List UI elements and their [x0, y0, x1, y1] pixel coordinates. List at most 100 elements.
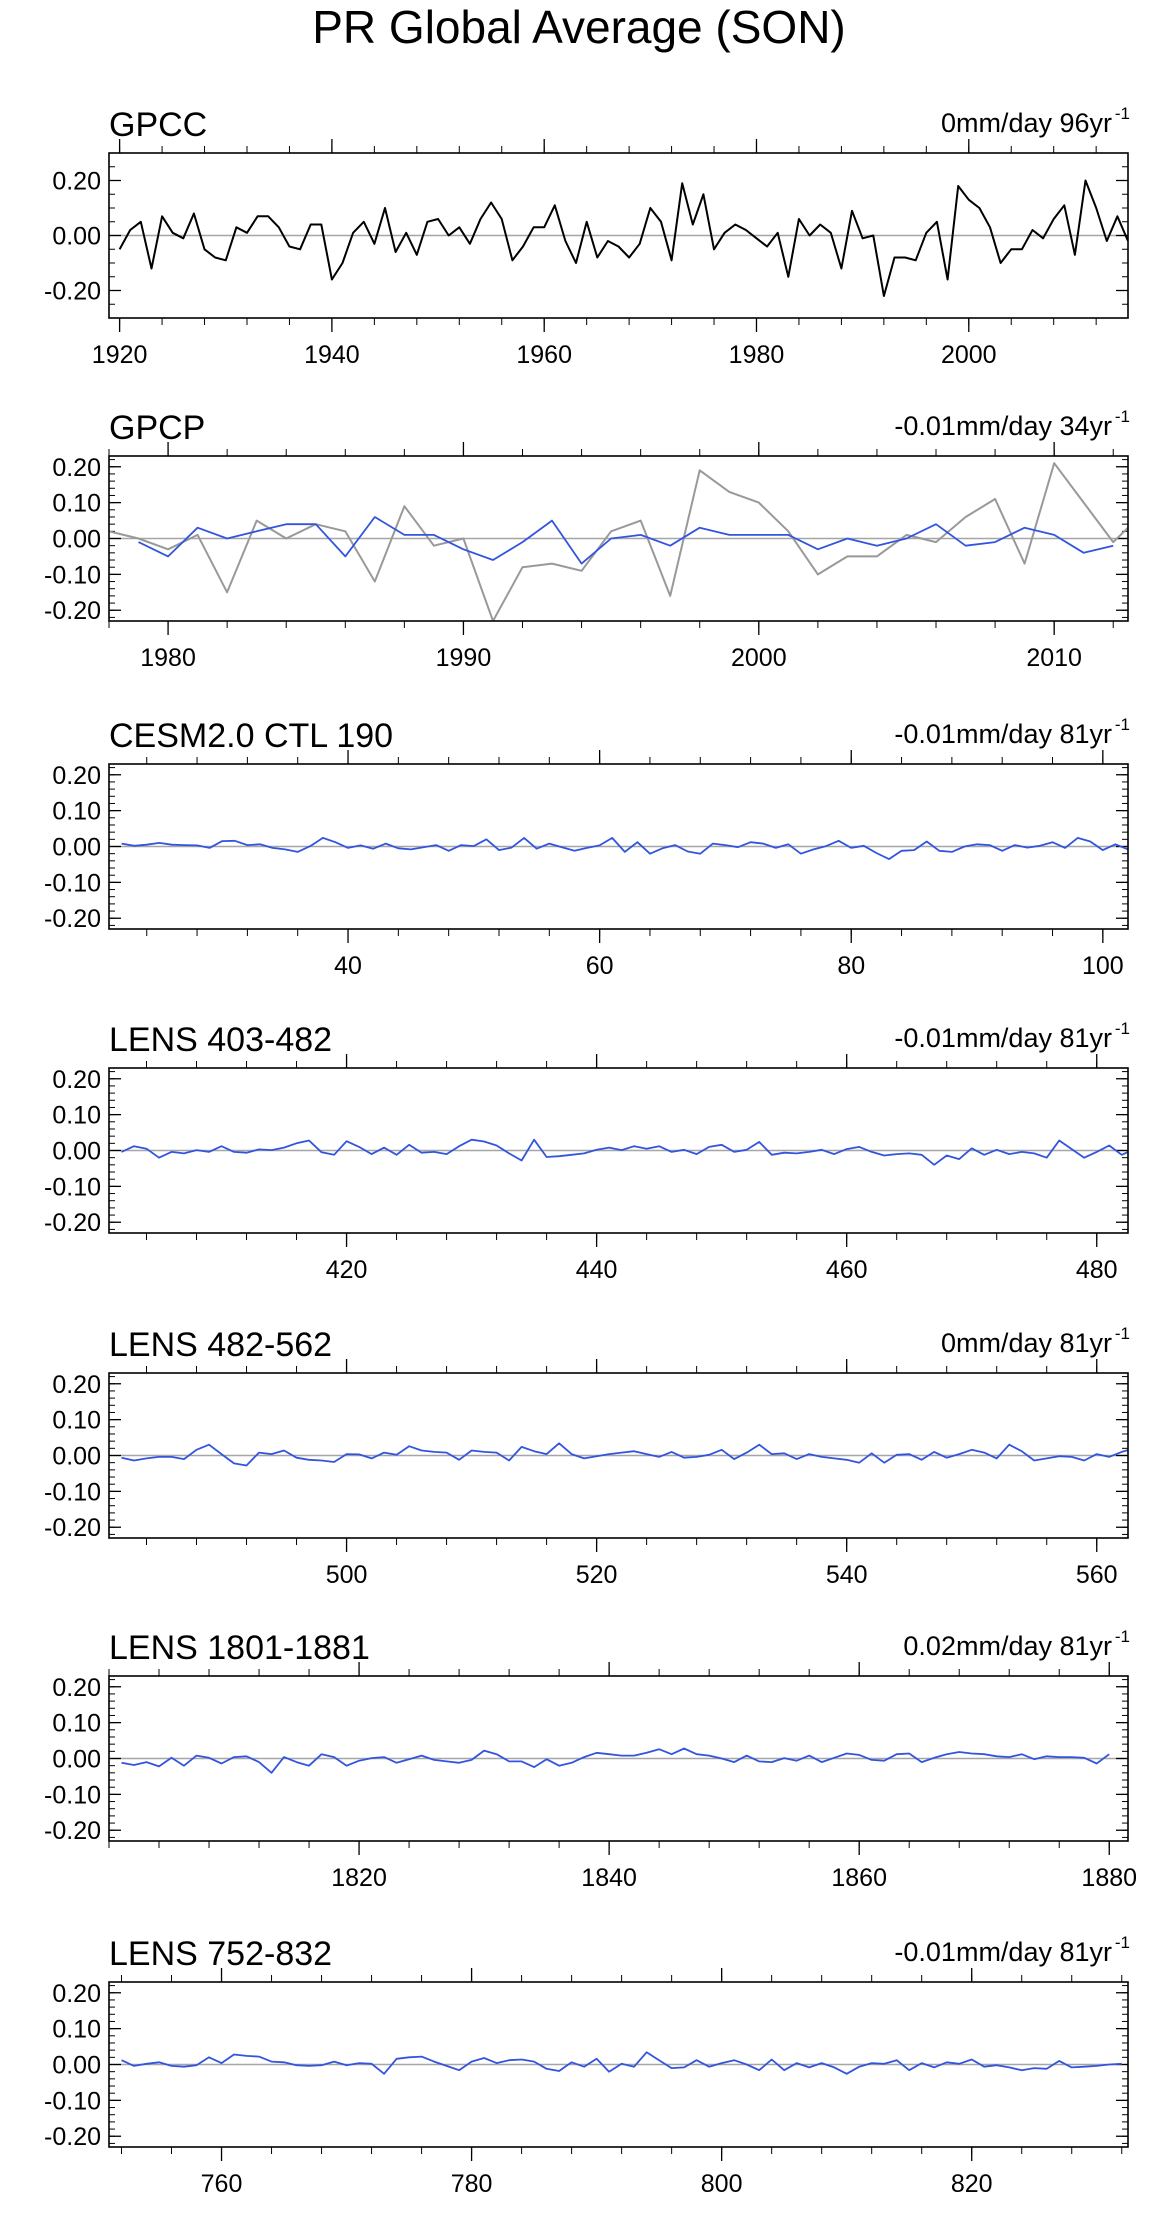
x-tick-label: 1940 — [304, 341, 360, 369]
panel-title: GPCP — [109, 409, 205, 447]
plot-frame — [108, 1067, 1129, 1234]
y-tick-label: -0.20 — [44, 1817, 101, 1845]
plot-frame — [108, 763, 1129, 930]
trend-label: -0.01mm/day 81yr — [894, 1937, 1112, 1967]
chart-panel-6: LENS 1801-1881 0.02mm/day 81yr -1 -0.20 -0.1… — [44, 1627, 1137, 1892]
y-tick-label: 0.20 — [52, 1371, 101, 1399]
x-tick-label: 40 — [334, 952, 362, 980]
series-line-1 — [121, 1138, 1128, 1166]
chart-panel-5: LENS 482-562 0mm/day 81yr -1 -0.20 -0.10 0.00… — [44, 1324, 1130, 1589]
trend-exponent: -1 — [1115, 407, 1130, 426]
x-tick-label: 1920 — [92, 341, 148, 369]
panel-title: LENS 1801-1881 — [109, 1629, 370, 1667]
trend-label: -0.01mm/day 81yr — [894, 719, 1112, 749]
y-tick-label: -0.20 — [44, 2123, 101, 2151]
series-line-1 — [121, 1747, 1110, 1774]
y-tick-label: -0.20 — [44, 905, 101, 933]
y-tick-label: 0.20 — [52, 1980, 101, 2008]
x-tick-label: 60 — [586, 952, 614, 980]
y-tick-label: 0.00 — [52, 834, 101, 862]
x-tick-label: 2000 — [941, 341, 997, 369]
x-tick-label: 800 — [701, 2170, 743, 2198]
x-tick-label: 2010 — [1026, 644, 1082, 672]
x-tick-label: 1840 — [581, 1864, 637, 1892]
trend-label: 0mm/day 96yr — [941, 108, 1112, 138]
y-tick-label: 0.20 — [52, 1066, 101, 1094]
y-tick-label: 0.10 — [52, 1102, 101, 1130]
x-tick-label: 1820 — [331, 1864, 387, 1892]
trend-exponent: -1 — [1115, 1933, 1130, 1952]
x-tick-label: 1880 — [1081, 1864, 1137, 1892]
trend-exponent: -1 — [1115, 1324, 1130, 1343]
x-tick-label: 1980 — [140, 644, 196, 672]
y-tick-label: 0.00 — [52, 2052, 101, 2080]
panel-title: LENS 403-482 — [109, 1021, 332, 1059]
chart-panel-4: LENS 403-482 -0.01mm/day 81yr -1 -0.20 -0.10… — [44, 1019, 1130, 1284]
x-tick-label: 820 — [951, 2170, 993, 2198]
y-tick-label: 0.00 — [52, 526, 101, 554]
y-tick-label: -0.10 — [44, 1781, 101, 1809]
x-tick-label: 1980 — [729, 341, 785, 369]
x-tick-label: 80 — [837, 952, 865, 980]
y-tick-label: 0.10 — [52, 798, 101, 826]
x-tick-label: 100 — [1082, 952, 1124, 980]
trend-exponent: -1 — [1115, 104, 1130, 123]
y-tick-label: 0.20 — [52, 454, 101, 482]
series-line-2 — [138, 516, 1114, 565]
y-tick-label: 0.20 — [52, 168, 101, 196]
figure-title: PR Global Average (SON) — [312, 1, 846, 53]
y-tick-label: 0.10 — [52, 490, 101, 518]
x-tick-label: 520 — [576, 1561, 618, 1589]
y-tick-label: 0.00 — [52, 1443, 101, 1471]
series-line-1 — [121, 1442, 1128, 1467]
chart-panel-7: LENS 752-832 -0.01mm/day 81yr -1 -0.20 -0.10… — [44, 1933, 1130, 2198]
trend-label: 0mm/day 81yr — [941, 1328, 1112, 1358]
plot-frame — [108, 1372, 1129, 1539]
x-tick-label: 2000 — [731, 644, 787, 672]
x-tick-label: 780 — [451, 2170, 493, 2198]
trend-exponent: -1 — [1115, 715, 1130, 734]
y-tick-label: 0.20 — [52, 762, 101, 790]
y-tick-label: -0.10 — [44, 1478, 101, 1506]
y-tick-label: 0.20 — [52, 1674, 101, 1702]
y-tick-label: -0.10 — [44, 1173, 101, 1201]
x-tick-label: 1990 — [436, 644, 492, 672]
panel-title: LENS 482-562 — [109, 1326, 332, 1364]
y-tick-label: -0.10 — [44, 561, 101, 589]
x-tick-label: 480 — [1076, 1256, 1118, 1284]
series-line-1 — [118, 179, 1128, 297]
plot-frame — [108, 455, 1129, 622]
x-tick-label: 1860 — [831, 1864, 887, 1892]
x-tick-label: 500 — [326, 1561, 368, 1589]
y-tick-label: 0.10 — [52, 1710, 101, 1738]
chart-panel-1: GPCC 0mm/day 96yr -1 -0.20 0.00 0.20 1920 1940 1… — [44, 104, 1130, 369]
y-tick-label: -0.20 — [44, 597, 101, 625]
panel-title: CESM2.0 CTL 190 — [109, 717, 393, 755]
x-tick-label: 460 — [826, 1256, 868, 1284]
plot-frame — [108, 1675, 1129, 1842]
y-tick-label: 0.00 — [52, 1138, 101, 1166]
trend-label: -0.01mm/day 81yr — [894, 1023, 1112, 1053]
plot-frame — [108, 1981, 1129, 2148]
y-tick-label: 0.00 — [52, 223, 101, 251]
trend-exponent: -1 — [1115, 1627, 1130, 1646]
y-tick-label: 0.10 — [52, 2016, 101, 2044]
series-line-1 — [121, 837, 1128, 860]
plot-frame — [108, 152, 1129, 319]
trend-label: 0.02mm/day 81yr — [903, 1631, 1112, 1661]
x-tick-label: 1960 — [516, 341, 572, 369]
y-tick-label: -0.10 — [44, 869, 101, 897]
trend-exponent: -1 — [1115, 1019, 1130, 1038]
chart-panel-2: GPCP -0.01mm/day 34yr -1 -0.20 -0.10 0.00 0.10… — [44, 407, 1130, 672]
panel-title: LENS 752-832 — [109, 1935, 332, 1973]
x-tick-label: 440 — [576, 1256, 618, 1284]
y-tick-label: -0.20 — [44, 1514, 101, 1542]
series-line-1 — [121, 2051, 1122, 2075]
x-tick-label: 560 — [1076, 1561, 1118, 1589]
x-tick-label: 760 — [201, 2170, 243, 2198]
panel-title: GPCC — [109, 106, 207, 144]
y-tick-label: 0.00 — [52, 1746, 101, 1774]
x-tick-label: 540 — [826, 1561, 868, 1589]
